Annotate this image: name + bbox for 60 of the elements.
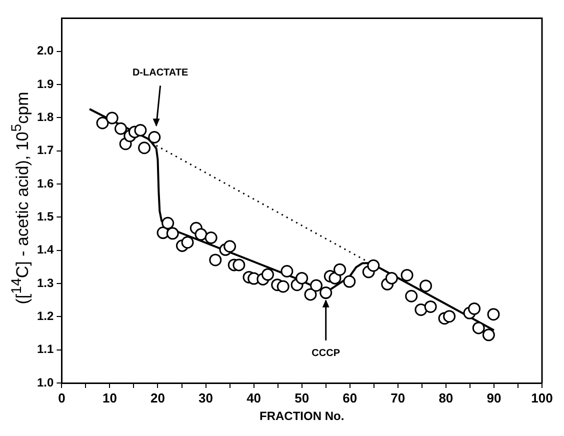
x-tick-label: 30 [198, 390, 214, 406]
x-tick-label: 20 [150, 390, 165, 406]
point [367, 259, 380, 272]
point [280, 264, 294, 278]
point [414, 303, 428, 316]
x-axis-title: FRACTION No. [260, 409, 344, 424]
point [304, 288, 317, 301]
point [232, 258, 246, 272]
point [405, 290, 418, 302]
point [106, 112, 118, 124]
point [148, 131, 161, 144]
point [224, 240, 236, 253]
y-tick-label: 2.0 [36, 44, 54, 58]
point [443, 310, 456, 323]
y-tick-label: 1.3 [36, 276, 54, 290]
point [138, 142, 151, 154]
point [96, 116, 109, 130]
point [420, 280, 432, 292]
point [181, 236, 194, 249]
annotation: CCCP [312, 348, 340, 360]
y-tick-label: 1.6 [36, 176, 54, 190]
point [209, 254, 222, 266]
x-tick-label: 50 [294, 390, 310, 406]
y-tick-label: 1.9 [36, 76, 54, 91]
point [424, 300, 437, 313]
y-tick-label: 1.5 [36, 209, 54, 224]
x-tick-label: 80 [438, 390, 454, 406]
point [194, 228, 208, 241]
x-tick-label: 10 [102, 390, 117, 406]
point [162, 216, 174, 230]
x-tick-label: 60 [342, 390, 358, 406]
x-tick-label: 70 [390, 390, 406, 406]
x-tick-label: 100 [531, 390, 553, 406]
point [400, 268, 414, 282]
point [114, 122, 128, 135]
annotation: D-LACTATE [132, 67, 188, 78]
y-tick-label: 1.8 [36, 110, 54, 124]
point [472, 322, 485, 334]
point [343, 275, 356, 288]
point [166, 227, 179, 240]
point [482, 328, 495, 342]
point [204, 231, 218, 244]
x-tick-label: 90 [486, 390, 502, 406]
y-tick-label: 1.1 [36, 342, 54, 356]
y-tick-label: 1.2 [36, 308, 54, 323]
x-tick-label: 0 [58, 390, 66, 406]
point [276, 280, 290, 293]
point [134, 124, 147, 137]
point [261, 268, 274, 281]
y-tick-label: 1.0 [36, 375, 54, 390]
y-tick-label: 1.4 [36, 242, 54, 257]
point [487, 308, 500, 321]
x-tick-label: 40 [246, 390, 262, 406]
y-tick-label: 1.7 [36, 143, 54, 158]
point [320, 286, 332, 300]
point [310, 279, 322, 292]
point [385, 272, 398, 284]
point [296, 272, 308, 284]
point [334, 263, 346, 276]
point [468, 302, 481, 315]
